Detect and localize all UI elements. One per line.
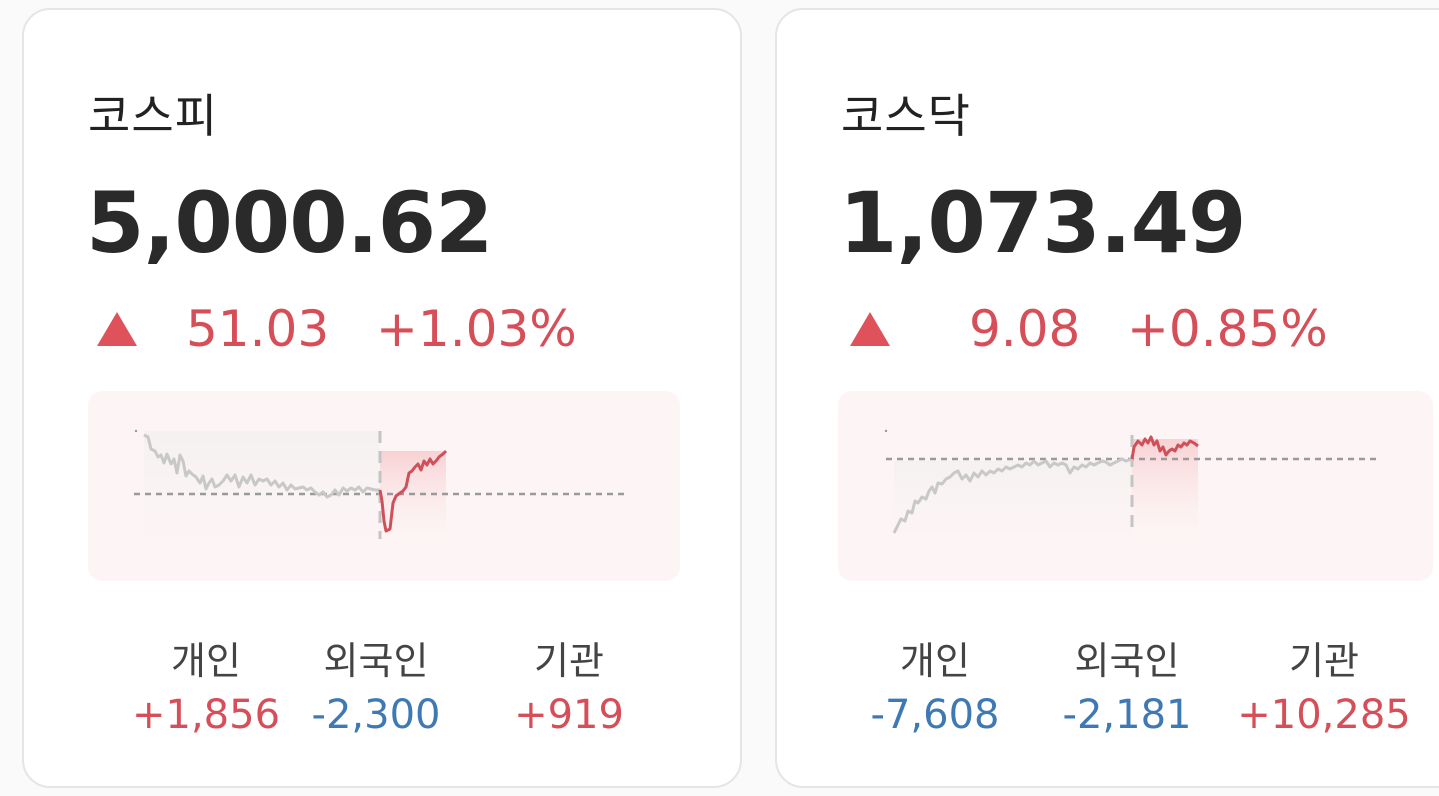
investor-value: -2,300 [311,692,441,738]
chart-area-previous [894,461,1132,533]
investor-value: -2,181 [1062,692,1192,738]
today-session-line [378,449,448,533]
investor-label: 외국인 [1074,639,1180,683]
kospi-card[interactable]: 코스피 5,000.62 51.03 +1.03% [22,8,742,788]
index-name: 코스닥 [841,89,971,143]
kosdaq-card[interactable]: 코스닥 1,073.49 9.08 +0.85% [775,8,1439,788]
chart-start-dot [884,429,888,433]
investor-value: +10,285 [1237,692,1411,738]
index-name: 코스피 [88,89,218,143]
investor-value: +919 [514,692,624,738]
investor-value: -7,608 [870,692,1000,738]
investor-value: +1,856 [131,692,281,738]
change-percent: +1.03% [376,300,577,358]
index-value: 1,073.49 [839,174,1247,272]
previous-session-line [143,433,380,499]
change-percent: +0.85% [1127,300,1328,358]
index-value: 5,000.62 [86,174,494,272]
today-session-line [1130,435,1199,460]
investor-label: 외국인 [323,639,429,683]
change-amount: 51.03 [186,300,330,358]
up-triangle-icon [850,312,890,346]
investor-foreign: 외국인 -2,181 [1017,635,1237,743]
investor-institution: 기관 +10,285 [1214,635,1434,743]
investor-label: 기관 [534,639,604,683]
change-amount: 9.08 [969,300,1081,358]
index-change: 9.08 +0.85% [847,300,1407,360]
investor-flows: 개인 -7,608 외국인 -2,181 기관 +10,285 [777,635,1439,745]
up-triangle-icon [97,312,137,346]
intraday-chart[interactable] [838,391,1433,581]
investor-foreign: 외국인 -2,300 [266,635,486,743]
investor-label: 개인 [900,639,970,683]
investor-flows: 개인 +1,856 외국인 -2,300 기관 +919 [24,635,740,745]
chart-area-previous [144,431,380,537]
investor-label: 개인 [171,639,241,683]
investor-institution: 기관 +919 [459,635,679,743]
previous-session-line [892,457,1133,534]
investor-individual: 개인 +1,856 [96,635,316,743]
investor-individual: 개인 -7,608 [825,635,1045,743]
chart-start-dot [134,429,138,433]
intraday-chart[interactable] [88,391,680,581]
index-change: 51.03 +1.03% [94,300,654,360]
investor-label: 기관 [1289,639,1359,683]
